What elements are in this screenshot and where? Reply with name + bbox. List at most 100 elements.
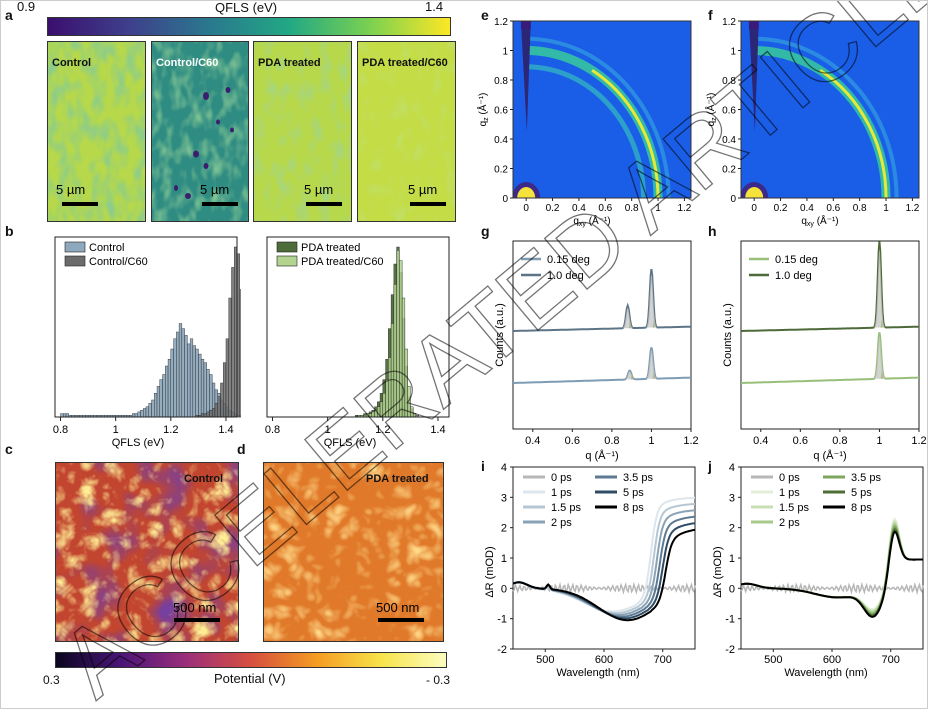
y-tick-label: 2: [501, 523, 507, 535]
legend-swatch: [64, 255, 86, 267]
histogram-bar: [211, 408, 216, 418]
histogram-bar: [223, 362, 227, 418]
legend-label: PDA treated: [301, 242, 360, 254]
histogram-bar: [60, 413, 64, 418]
x-tick-label: 600: [823, 654, 841, 666]
histogram-bar: [143, 408, 147, 418]
qfls-map-control-c60: Control/C60 5 µm: [151, 41, 249, 222]
peak-fit: [621, 307, 634, 329]
potential-colorbar-left: 0.3: [43, 673, 60, 687]
histogram-bar: [368, 413, 372, 418]
legend-label: 0.15 deg: [547, 254, 590, 266]
beam-center-core: [517, 187, 536, 198]
legend-label: 1.0 deg: [547, 270, 584, 282]
legend-label: 8 ps: [851, 502, 872, 514]
qfls-map-title: PDA treated: [258, 57, 321, 69]
histogram-bar: [225, 338, 229, 418]
legend-label: Control/C60: [89, 256, 148, 268]
histogram-bar: [388, 357, 392, 418]
y-tick-label: -2: [725, 644, 735, 656]
y-tick-label: 0.4: [722, 135, 736, 146]
histogram-bar: [140, 409, 144, 418]
panel-label-g: g: [481, 223, 490, 239]
peak-fit: [645, 273, 658, 328]
peak-fit: [623, 371, 636, 380]
histogram-control: 0.8 1 1.2 1.4 QFLS (eV) Control Control/C60: [53, 236, 241, 449]
histogram-bar: [154, 392, 158, 418]
y-axis-label: qz (Å⁻¹): [704, 93, 718, 127]
x-tick-label: 1: [648, 435, 654, 447]
x-tick-label: 0.2: [546, 203, 560, 214]
x-tick-label: 0.6: [598, 203, 612, 214]
ta-spectra-i: 500 600 700 -2 -1 0 1 2 3 4 Wavelength (nm) ΔR (mOD…: [484, 462, 696, 679]
panel-label-f: f: [708, 7, 713, 23]
histogram-bar: [412, 413, 417, 418]
legend-label: PDA treated/C60: [301, 256, 384, 268]
qfls-map-control-c60-texture: [152, 42, 248, 221]
histogram-bar: [393, 284, 397, 418]
kpfm-map-control-texture: [56, 463, 238, 641]
histogram-bar: [239, 289, 241, 418]
histogram-bar: [156, 386, 160, 418]
x-tick-label: 1.2: [905, 203, 919, 214]
scale-bar-label: 5 µm: [408, 182, 438, 197]
histogram-bar: [371, 411, 375, 418]
histogram-bar: [203, 362, 207, 418]
x-tick-label: 1.2: [911, 435, 926, 447]
peak-fit-minor: [652, 370, 656, 379]
x-axis-label: q (Å⁻¹): [813, 449, 846, 462]
y-tick-label: 3: [729, 492, 735, 504]
legend-label: 1.5 ps: [779, 502, 809, 514]
series-line: [740, 522, 923, 614]
kpfm-map-pda-texture: [264, 463, 443, 641]
series-line: [741, 332, 919, 384]
histogram-bar: [377, 406, 381, 418]
y-tick-label: -2: [497, 644, 507, 656]
plot-frame: [54, 236, 238, 418]
legend-label: Control: [89, 242, 124, 254]
legend-label: 2 ps: [551, 517, 572, 529]
x-tick-label: 0.8: [625, 203, 639, 214]
y-tick-label: 0.6: [494, 106, 508, 117]
histogram-bar: [159, 379, 163, 418]
panel-label-j: j: [708, 458, 712, 474]
histogram-bar: [170, 348, 174, 418]
histogram-bar: [63, 413, 67, 418]
y-tick-label: 0.8: [494, 76, 508, 87]
y-axis-label: ΔR (mOD): [484, 546, 496, 597]
x-tick-label: 1.2: [683, 435, 698, 447]
histogram-bar: [407, 386, 411, 418]
y-tick-label: 1.2: [494, 17, 508, 28]
peak-fit-minor: [630, 371, 634, 380]
scale-bar: [378, 618, 424, 622]
legend-label: 0 ps: [779, 472, 800, 484]
x-tick-label: 0.8: [853, 203, 867, 214]
legend-label: 3.5 ps: [851, 472, 881, 484]
y-axis-label: ΔR (mOD): [712, 546, 724, 597]
series-line: [741, 241, 919, 332]
histogram-bar: [192, 345, 196, 418]
qfls-map-pda-texture: [254, 42, 351, 221]
panel-label-a: a: [5, 7, 13, 23]
histogram-bar: [167, 358, 172, 418]
histogram-pda: 0.8 1 1.2 1.4 QFLS (eV) PDA treated PDA treate…: [265, 236, 450, 449]
histogram-bar: [198, 353, 202, 418]
y-tick-label: 0.4: [494, 135, 508, 146]
histogram-bar: [385, 379, 389, 418]
series-line: [740, 525, 923, 615]
x-tick-label: 1: [655, 203, 661, 214]
diffraction-ring-peak: [591, 69, 660, 198]
qfls-map-pda: PDA treated 5 µm: [253, 41, 352, 222]
histogram-bar: [145, 406, 149, 418]
plot-frame: [266, 236, 450, 418]
legend-swatch: [64, 241, 86, 253]
x-tick-label: 1: [113, 424, 119, 436]
histogram-bar: [379, 401, 384, 418]
x-tick-label: 0.4: [525, 435, 540, 447]
qfls-colorbar-max: 1.4: [425, 0, 444, 14]
histogram-bar: [366, 413, 370, 418]
giwaxs-e: 0 0.2 0.4 0.6 0.8 1 1.2 0 0.2 0.4 0.6 0.8 1 1.2 qxy (Å…: [476, 17, 692, 228]
legend-label: 3.5 ps: [623, 472, 653, 484]
histogram-bar: [390, 323, 395, 418]
